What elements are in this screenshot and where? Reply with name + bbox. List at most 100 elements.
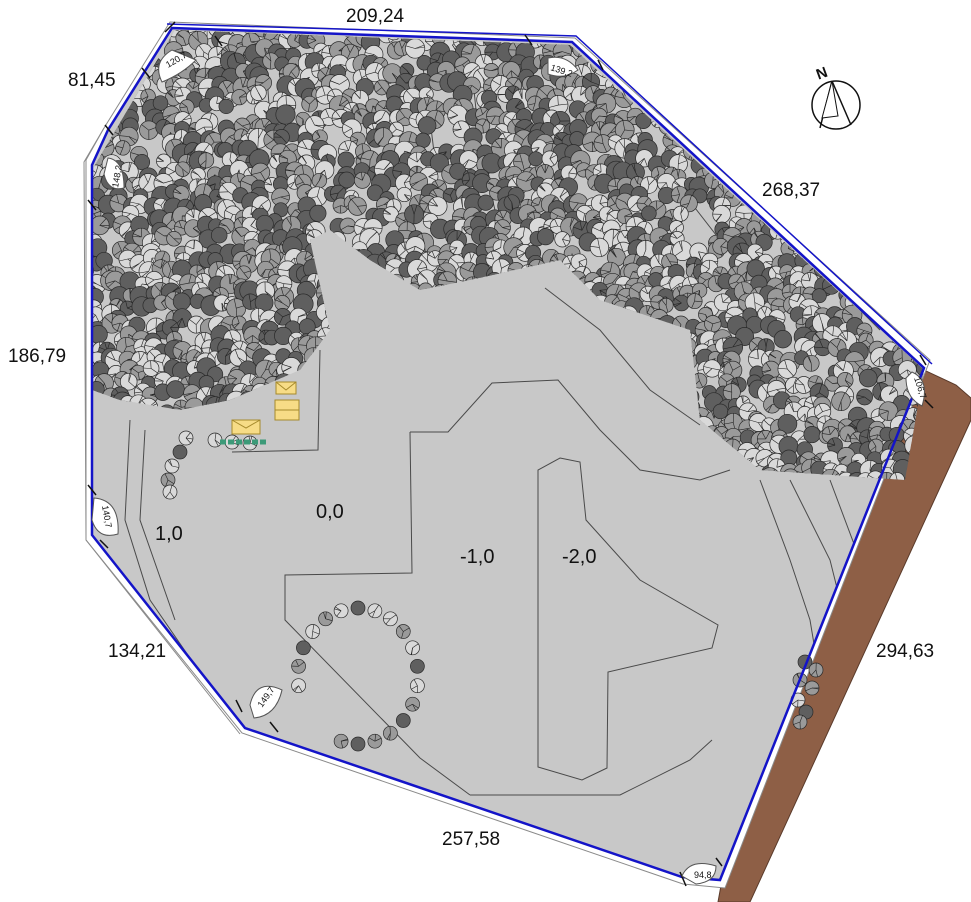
tree-icon [663,70,679,86]
tree-icon [418,117,436,135]
tree-icon [712,76,729,93]
edge-length-south: 257,58 [442,829,500,850]
tree-icon [825,131,841,147]
tree-icon [82,99,96,113]
tree-icon [869,74,888,93]
tree-icon [903,58,918,73]
tree-icon [738,75,753,90]
tree-icon [881,220,896,235]
tree-icon [632,24,647,39]
tree-icon [122,21,141,40]
tree-icon [832,171,852,191]
tree-icon [163,485,177,499]
tree-icon [907,246,922,261]
tree-icon [713,32,729,48]
tree-icon [629,47,644,62]
tree-icon [406,697,420,711]
tree-icon [912,89,929,106]
tree-icon [101,89,118,106]
tree-icon [880,131,898,149]
tree-icon [800,19,816,35]
tree-icon [95,46,113,64]
tree-icon [891,182,910,201]
tree-icon [889,132,906,149]
tree-icon [884,158,899,173]
tree-icon [838,35,853,50]
tree-icon [728,162,746,180]
tree-icon [902,250,921,269]
tree-icon [705,32,725,52]
tree-icon [861,242,879,260]
tree-icon [661,74,679,92]
tree-icon [739,95,757,113]
tree-icon [876,187,894,205]
tree-icon [826,30,840,44]
tree-icon [292,679,306,693]
tree-icon [890,174,905,189]
tree-icon [767,134,784,151]
tree-icon [120,43,137,60]
tree-icon [173,445,187,459]
tree-icon [705,316,722,333]
tree-icon [874,44,889,59]
tree-icon [736,107,756,127]
tree-icon [907,24,923,40]
tree-icon [891,69,907,85]
tree-icon [116,141,131,156]
tree-icon [696,58,714,76]
tree-icon [570,132,585,147]
tree-icon [857,389,873,405]
tree-icon [888,250,907,269]
tree-icon [896,289,910,303]
tree-icon [251,85,267,101]
tree-icon [844,244,863,263]
tree-icon [319,612,333,626]
tree-icon [759,118,778,137]
tree-icon [634,24,652,42]
tree-icon [849,188,868,206]
tree-icon [312,173,327,188]
tree-icon [909,226,929,246]
tree-icon [292,659,306,673]
tree-icon [310,205,326,221]
tree-icon [737,51,755,69]
tree-icon [909,249,928,268]
tree-icon [824,209,844,229]
tree-icon [836,140,853,157]
tree-icon [707,85,724,102]
tree-icon [717,120,732,135]
tree-icon [619,45,637,63]
contour-label-minus-1-0: -1,0 [460,546,494,568]
tree-icon [903,155,921,173]
tree-icon [537,229,553,245]
tree-icon [406,641,420,655]
tree-icon [761,33,779,51]
tree-icon [667,67,687,87]
tree-icon [834,244,851,261]
tree-icon [901,234,919,252]
tree-icon [884,261,903,280]
tree-icon [859,369,877,387]
tree-icon [727,53,747,73]
tree-icon [795,79,815,99]
tree-icon [738,162,758,182]
tree-icon [89,35,107,53]
tree-icon [910,309,927,326]
tree-icon [396,625,410,639]
tree-icon [713,238,729,254]
tree-icon [765,98,780,113]
tree-icon [110,44,127,61]
tree-icon [351,601,365,615]
tree-icon [410,679,424,693]
tree-icon [737,149,756,168]
tree-icon [869,286,883,300]
tree-icon [780,208,795,223]
tree-icon [484,63,499,78]
tree-icon [814,211,829,226]
tree-icon [405,39,424,58]
tree-icon [845,262,861,278]
tree-icon [833,43,851,61]
tree-icon [779,35,793,49]
tree-icon [751,87,768,104]
tree-icon [817,222,834,239]
